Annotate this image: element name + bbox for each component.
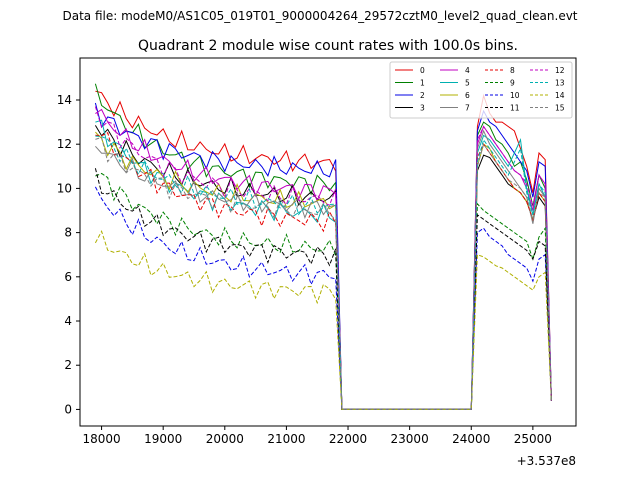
legend-label-8: 8: [510, 66, 515, 75]
legend-label-0: 0: [420, 66, 425, 75]
x-tick-label: 25000: [514, 432, 552, 446]
legend-label-13: 13: [555, 79, 565, 88]
series-line-13: [95, 135, 552, 410]
legend-label-11: 11: [510, 104, 520, 113]
y-tick-label: 6: [64, 270, 72, 284]
legend-label-10: 10: [510, 91, 520, 100]
series-line-12: [94, 106, 552, 410]
x-tick-label: 21000: [267, 432, 305, 446]
legend-label-12: 12: [555, 66, 565, 75]
legend-label-6: 6: [465, 91, 470, 100]
legend-label-1: 1: [420, 79, 425, 88]
x-tick-label: 24000: [452, 432, 490, 446]
y-tick-label: 14: [57, 93, 72, 107]
x-tick-label: 20000: [206, 432, 244, 446]
legend-label-5: 5: [465, 79, 470, 88]
suptitle: Data file: modeM0/AS1C05_019T01_90000042…: [62, 9, 577, 23]
x-tick-label: 23000: [391, 432, 429, 446]
x-offset-label: +3.537e8: [517, 454, 576, 468]
legend-label-15: 15: [555, 104, 565, 113]
y-tick-label: 8: [64, 226, 72, 240]
x-tick-label: 22000: [329, 432, 367, 446]
chart-title: Quadrant 2 module wise count rates with …: [138, 38, 518, 54]
x-tick-label: 19000: [144, 432, 182, 446]
legend-label-2: 2: [420, 91, 425, 100]
series-line-14: [94, 230, 552, 410]
y-tick-label: 4: [64, 314, 72, 328]
axes-frame: [79, 57, 577, 427]
y-tick-label: 12: [57, 137, 72, 151]
y-tick-label: 0: [64, 402, 72, 416]
legend-label-9: 9: [510, 79, 515, 88]
legend-label-7: 7: [465, 104, 470, 113]
y-tick-label: 10: [57, 181, 72, 195]
axes: 18000 19000 20000 21000 22000 23000 24000 25000…: [57, 93, 552, 446]
y-tick-label: 2: [64, 358, 72, 372]
series-line-15: [95, 136, 552, 410]
legend-label-14: 14: [555, 91, 565, 100]
series-line-11: [94, 168, 552, 410]
legend-label-3: 3: [420, 104, 425, 113]
series-line-10: [94, 186, 552, 410]
plot-area: [94, 83, 552, 410]
legend-box: [389, 61, 573, 119]
legend-label-4: 4: [465, 66, 470, 75]
x-tick-label: 18000: [82, 432, 120, 446]
